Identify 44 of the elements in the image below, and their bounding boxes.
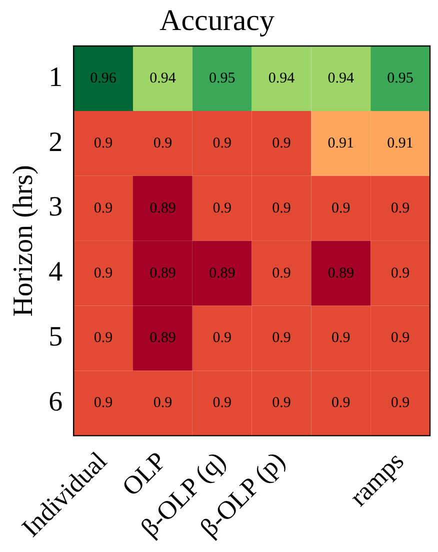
data-label: 0.89: [150, 330, 176, 346]
y-tick-label: 4: [48, 256, 63, 288]
data-label: 0.9: [212, 395, 232, 412]
data-label: 0.94: [328, 70, 355, 86]
data-label: 0.9: [272, 330, 291, 346]
data-label: 0.89: [208, 265, 236, 282]
data-label: 0.96: [90, 70, 117, 86]
data-label: 0.9: [272, 265, 291, 282]
data-label: 0.9: [390, 265, 410, 282]
data-label: 0.9: [94, 200, 113, 216]
data-label: 0.9: [153, 135, 172, 152]
data-label: 0.9: [390, 200, 410, 216]
data-label: 0.9: [212, 330, 232, 346]
data-label: 0.9: [212, 200, 232, 216]
y-axis-title: Horizon (hrs): [8, 165, 40, 317]
data-label: 0.95: [387, 70, 414, 86]
y-tick-label: 3: [48, 192, 63, 223]
data-label: 0.91: [328, 135, 354, 152]
data-label: 0.9: [272, 395, 291, 412]
data-label: 0.89: [328, 265, 354, 282]
data-label: 0.9: [272, 200, 291, 216]
y-tick-label: 1: [48, 62, 63, 93]
data-label: 0.9: [212, 135, 232, 152]
data-label: 0.89: [150, 265, 176, 282]
y-tick-label: 6: [48, 386, 63, 418]
data-label: 0.9: [272, 135, 291, 152]
y-tick-label: 2: [48, 126, 63, 158]
data-label: 0.9: [94, 330, 113, 346]
data-label: 0.9: [390, 395, 410, 412]
y-tick-label: 5: [48, 322, 63, 353]
data-label: 0.94: [150, 70, 176, 86]
data-label: 0.9: [332, 395, 350, 412]
data-label: 0.9: [94, 395, 113, 412]
data-label: 0.91: [387, 135, 414, 152]
data-label: 0.95: [208, 70, 236, 86]
data-label: 0.9: [153, 395, 172, 412]
data-label: 0.94: [268, 70, 296, 86]
data-label: 0.9: [332, 200, 350, 216]
data-label: 0.89: [150, 200, 176, 216]
data-label: 0.9: [332, 330, 350, 346]
data-label: 0.9: [94, 265, 113, 282]
data-label: 0.9: [390, 330, 410, 346]
data-label: 0.9: [94, 135, 113, 152]
chart-title: Accuracy: [160, 4, 274, 37]
